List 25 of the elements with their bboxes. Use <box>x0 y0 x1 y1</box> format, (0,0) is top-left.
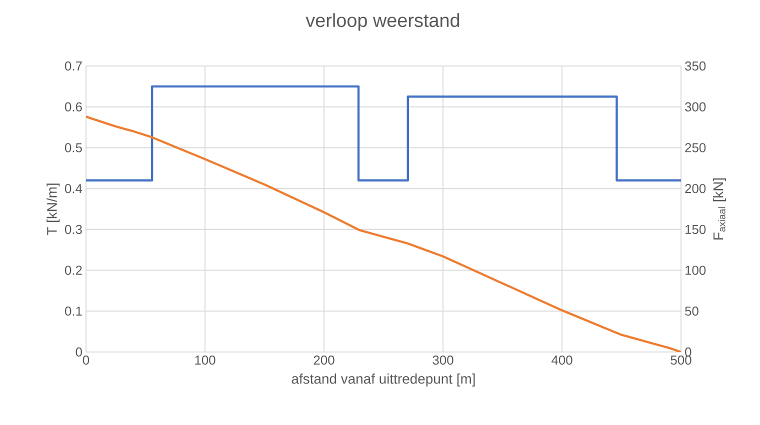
y2-tick-label: 200 <box>685 184 706 194</box>
y-tick-label: 0.7 <box>64 61 82 71</box>
chart-title: verloop weerstand <box>306 13 460 31</box>
y-tick-label: 0.1 <box>64 306 82 316</box>
y-tick-label: 0.6 <box>64 102 82 112</box>
y-tick-label: 0.2 <box>64 266 82 275</box>
y-axis-title: T [kN/m] <box>46 184 60 236</box>
x-tick-label: 300 <box>432 356 454 365</box>
y2-tick-label: 50 <box>685 306 698 316</box>
y2-axis-title: F$_{axiaal}$ [kN] <box>712 178 726 240</box>
x-tick-label: 200 <box>314 356 334 365</box>
y2-tick-label: 100 <box>686 266 706 275</box>
x-tick-label: 500 <box>670 356 692 365</box>
x-tick-label: 400 <box>552 356 572 365</box>
x-tick-label: 100 <box>195 356 216 365</box>
y2-tick-label: 300 <box>685 102 706 112</box>
y-tick-label: 0.3 <box>64 224 82 234</box>
y-tick-label: 0.5 <box>64 143 82 152</box>
y2-tick-label: 350 <box>685 61 706 71</box>
x-axis-title: afstand vanaf uittredepunt [m] <box>292 374 475 387</box>
y2-tick-label: 250 <box>685 143 706 152</box>
y2-tick-label: 150 <box>686 224 706 234</box>
y-tick-label: 0 <box>76 347 82 357</box>
x-tick-label: 0 <box>82 356 90 365</box>
y-tick-label: 0.4 <box>64 184 82 194</box>
